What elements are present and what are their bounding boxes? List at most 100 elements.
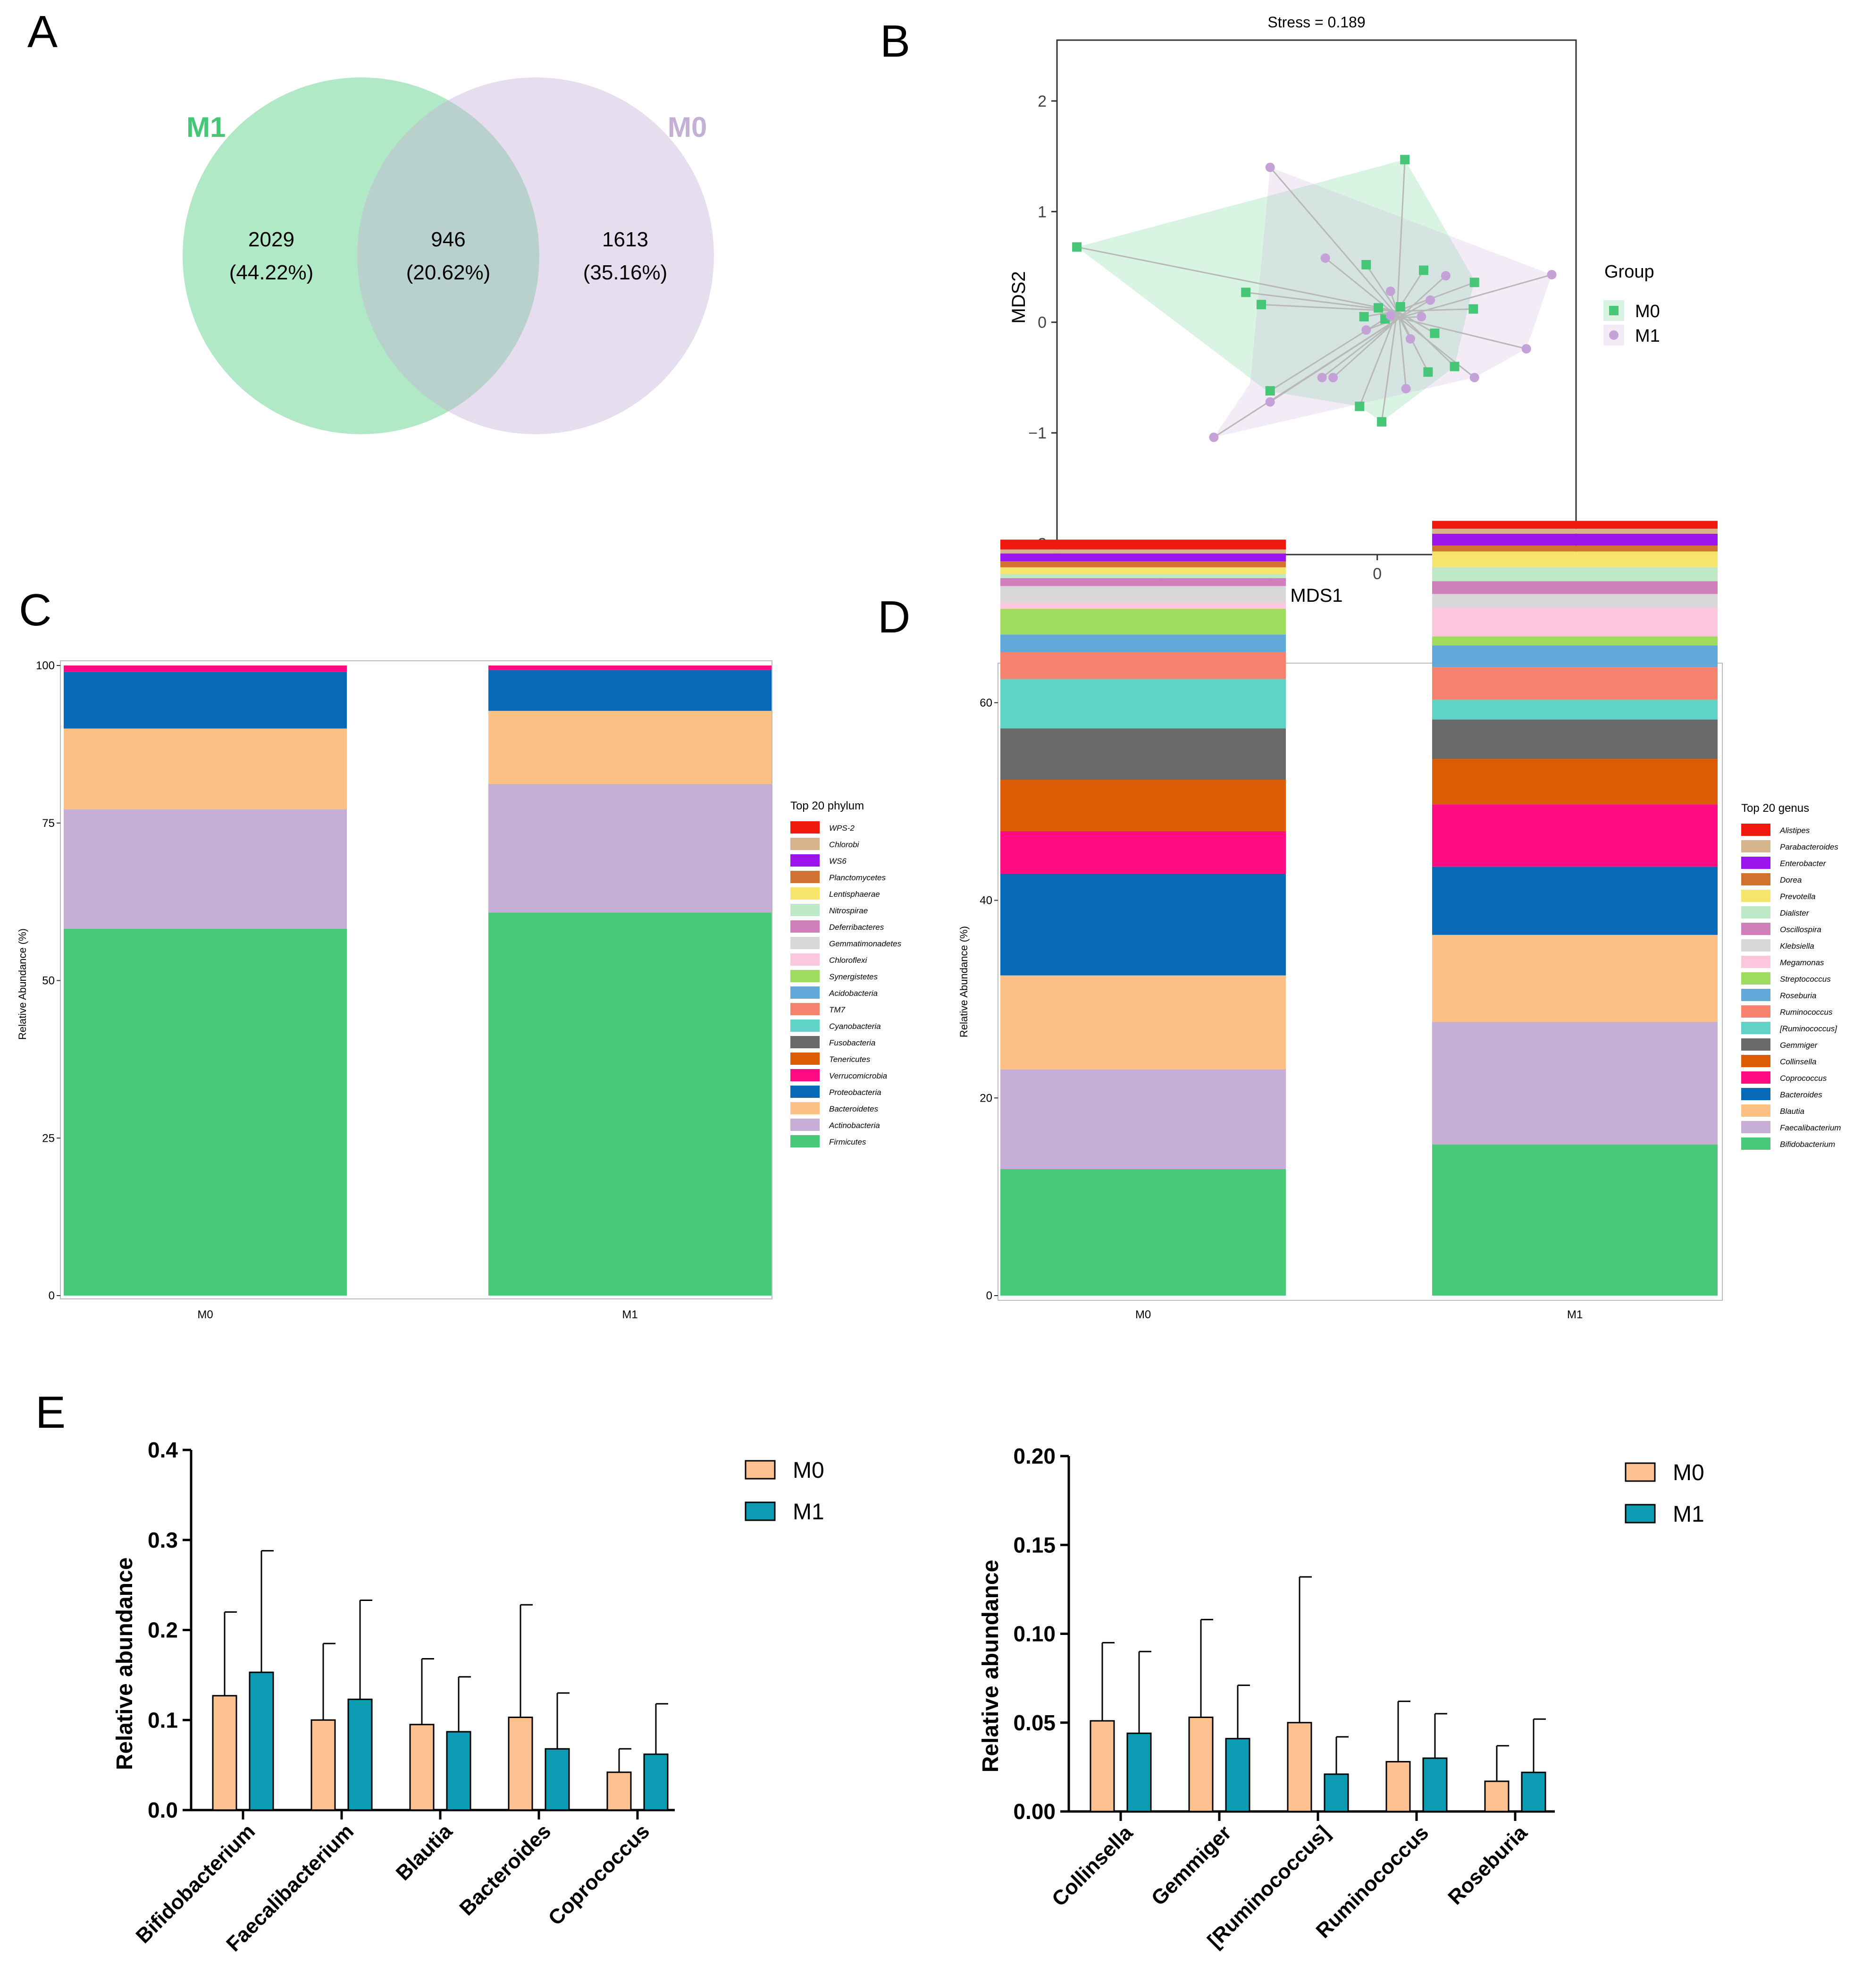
genus-legend-label-roseburia: Roseburia (1780, 991, 1817, 1000)
e1-y-tick-label: 0.3 (148, 1528, 178, 1552)
e2-y-tick-label: 0.05 (1013, 1710, 1056, 1735)
nmds-point-m0 (1423, 367, 1433, 377)
panel-label-b: B (880, 16, 910, 67)
venn-count-shared: 946 (431, 228, 465, 251)
e1-bar-m0-blautia (409, 1724, 435, 1811)
genus-legend-swatch-blautia (1741, 1104, 1770, 1117)
genus-legend-swatch-parabacteroides (1741, 840, 1770, 852)
phylum-legend-swatch-chloroflexi (790, 953, 820, 966)
phylum-segment-bacteroidetes (64, 728, 347, 809)
phylum-segment-proteobacteria (488, 670, 772, 711)
genus-segment-parabacteroides (1432, 529, 1718, 534)
nmds-hull-m1 (1214, 167, 1552, 438)
genus-legend-label-coprococcus: Coprococcus (1780, 1074, 1827, 1083)
phylum-legend-swatch-fusobacteria (790, 1036, 820, 1048)
genus-y-tick-label: 40 (980, 894, 992, 907)
nmds-spider-line (1397, 308, 1474, 312)
genus-segment-ruminococcus (1432, 667, 1718, 700)
nmds-point-m1 (1521, 344, 1531, 354)
nmds-spider-line (1381, 311, 1398, 422)
genus-segment-faecalibacterium (1000, 1069, 1286, 1169)
e1-bar-m1-bifidobacterium (249, 1671, 274, 1811)
phylum-legend-title: Top 20 phylum (790, 800, 864, 812)
genus-legend-label-streptococcus: Streptococcus (1780, 975, 1831, 984)
nmds-point-m0 (1256, 300, 1266, 310)
genus-legend-swatch-roseburia (1741, 989, 1770, 1001)
e2-y-tick-label: 0.00 (1013, 1799, 1056, 1824)
genus-segment-dorea (1432, 545, 1718, 552)
nmds-point-m0 (1377, 417, 1387, 427)
nmds-y-tick-label: 1 (1038, 203, 1047, 221)
e2-y-tick-label: 0.15 (1013, 1533, 1056, 1557)
phylum-legend-swatch-tenericutes (790, 1053, 820, 1065)
genus-segment-enterobacter (1000, 553, 1286, 562)
genus-legend-swatch-oscillospira (1741, 923, 1770, 935)
genus-segment-coprococcus (1000, 831, 1286, 874)
genus-legend-swatch-collinsella (1741, 1055, 1770, 1067)
genus-legend-swatch-alistipes (1741, 824, 1770, 836)
e2-bar-m0-roseburia (1484, 1780, 1510, 1812)
genus-segment-coprococcus (1432, 804, 1718, 867)
nmds-point-m0 (1265, 386, 1275, 396)
e2-bar-m1-ruminococcus (1324, 1773, 1349, 1812)
genus-legend-swatch-klebsiella (1741, 939, 1770, 952)
nmds-x-tick-label: 0 (1373, 565, 1382, 583)
phylum-legend-label-ws6: WS6 (829, 857, 847, 866)
phylum-legend-label-wps-2: WPS-2 (829, 824, 855, 833)
genus-segment-alistipes (1000, 539, 1286, 550)
e-left-y-axis-label: Relative abundance (112, 1558, 137, 1770)
genus-legend-label-gemmiger: Gemmiger (1780, 1041, 1818, 1050)
phylum-segment-bacteroidetes (488, 711, 772, 784)
nmds-spider-line (1396, 160, 1406, 312)
nmds-spider-line (1325, 257, 1400, 319)
phylum-legend-label-synergistetes: Synergistetes (829, 972, 878, 981)
e1-bar-m0-faecalibacterium (310, 1719, 336, 1811)
nmds-point-m1 (1401, 384, 1411, 394)
genus-legend-swatch-streptococcus (1741, 972, 1770, 985)
e1-y-tick-label: 0.1 (148, 1708, 178, 1732)
nmds-point-m0 (1400, 155, 1410, 165)
nmds-point-m0 (1395, 302, 1405, 312)
genus-legend-label-dialister: Dialister (1780, 909, 1810, 918)
nmds-x-axis-label: MDS1 (1290, 585, 1342, 606)
genus-legend-swatch-megamonas (1741, 956, 1770, 968)
genus-plot-frame (998, 663, 1723, 1301)
phylum-legend-label-actinobacteria: Actinobacteria (829, 1121, 880, 1130)
phylum-stacked-bar-chart: M0 M1 0 25 50 75 100 Relative Abundance (%) To… (17, 659, 902, 1321)
e1-y-tick-label: 0.2 (148, 1618, 178, 1643)
phylum-y-tick-label: 75 (42, 817, 55, 830)
nmds-spider-line (1399, 275, 1446, 319)
e1-legend-label-m0: M0 (793, 1458, 824, 1483)
nmds-point-m1 (1320, 253, 1330, 263)
nmds-point-m1 (1426, 295, 1435, 305)
venn-count-m0-only: 1613 (602, 228, 648, 251)
nmds-y-tick-label: −1 (1028, 424, 1047, 442)
genus-segment-dialister (1000, 574, 1286, 578)
nmds-legend-symbol-m0 (1609, 306, 1619, 315)
venn-pct-m1-only: (44.22%) (229, 261, 314, 284)
e1-bar-m0-bifidobacterium (212, 1695, 237, 1811)
nmds-spider-line (1399, 299, 1431, 319)
genus-y-tick-label: 60 (980, 697, 992, 709)
nmds-spider-line (1366, 317, 1400, 331)
genus-segment-prevotella (1432, 551, 1718, 567)
genus-legend-swatch-bifidobacterium (1741, 1137, 1770, 1150)
nmds-point-m0 (1450, 362, 1459, 371)
nmds-point-m1 (1385, 286, 1395, 296)
nmds-point-m1 (1385, 311, 1395, 320)
genus-legend-label-klebsiella: Klebsiella (1780, 942, 1814, 951)
phylum-plot-frame (60, 660, 772, 1299)
phylum-segment-firmicutes (64, 929, 347, 1296)
genus-segment-roseburia (1000, 634, 1286, 652)
genus-segment-ruminococcus (1000, 652, 1286, 679)
nmds-spider-line (1359, 311, 1398, 407)
venn-pct-m0-only: (35.16%) (583, 261, 668, 284)
nmds-y-tick-label: 2 (1038, 93, 1047, 110)
genus-y-tick-label: 20 (980, 1092, 992, 1104)
e1-legend-label-m1: M1 (793, 1499, 824, 1525)
genus-legend-label-bifidobacterium: Bifidobacterium (1780, 1140, 1835, 1149)
nmds-point-m1 (1265, 397, 1275, 407)
phylum-legend-label-fusobacteria: Fusobacteria (829, 1038, 875, 1047)
genus-legend-label-megamonas: Megamonas (1780, 958, 1824, 967)
